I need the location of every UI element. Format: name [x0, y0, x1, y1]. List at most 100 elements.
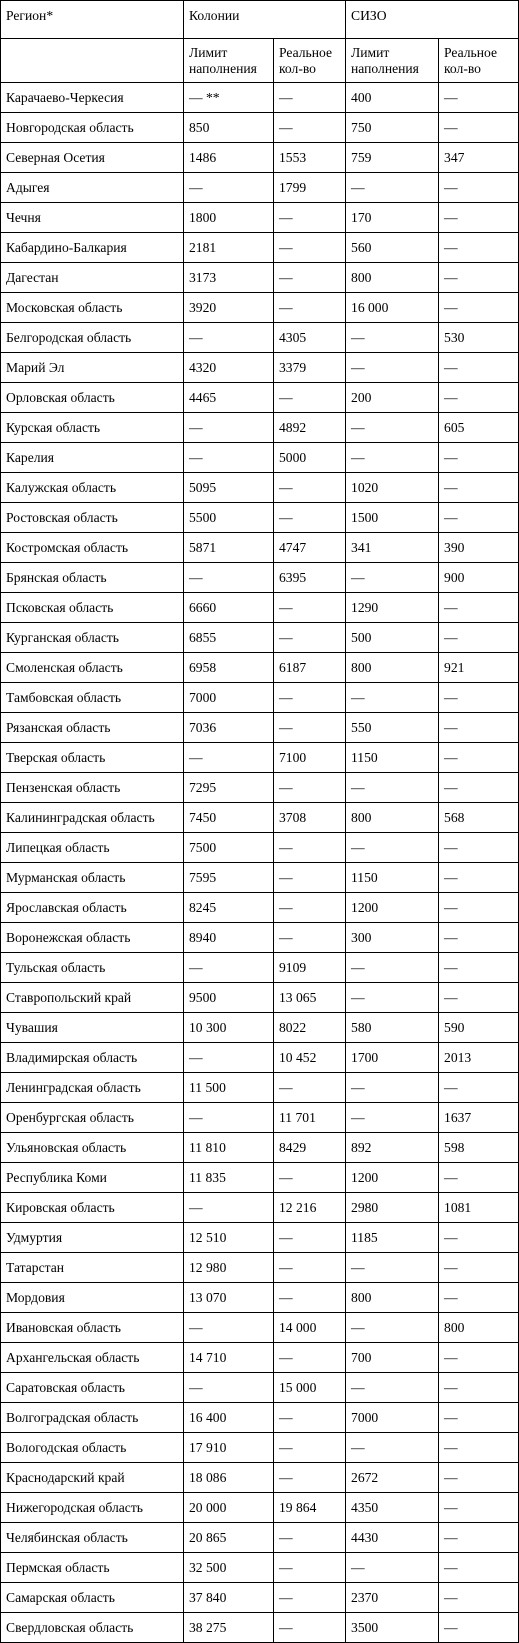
- sizo-limit-cell: —: [345, 1252, 440, 1283]
- sizo-real-cell: —: [438, 682, 519, 713]
- colonies-real-cell: 8022: [272, 1012, 347, 1043]
- table-row: Свердловская область 38 275—3500—: [0, 1612, 519, 1643]
- table-row: Тамбовская область 7000— — —: [0, 682, 519, 713]
- sizo-limit-cell: 3500: [345, 1612, 440, 1643]
- colonies-limit-cell: 2181: [183, 232, 274, 263]
- region-cell: Белгородская область: [0, 322, 184, 353]
- colonies-limit-cell: 6660: [183, 592, 274, 623]
- sizo-real-cell: 1081: [438, 1192, 519, 1223]
- region-cell: Курская область: [0, 412, 184, 443]
- region-cell: Республика Коми: [0, 1162, 184, 1193]
- limit-line-2: наполнения: [351, 60, 419, 76]
- sizo-limit-cell: —: [345, 1432, 440, 1463]
- colonies-real-cell: 11 701: [272, 1102, 347, 1133]
- sizo-limit-cell: 800: [345, 262, 440, 293]
- colonies-real-cell: 3379: [272, 352, 347, 383]
- colonies-limit-cell: —: [183, 1102, 274, 1133]
- sizo-limit-cell: 4430: [345, 1522, 440, 1553]
- colonies-limit-cell: 38 275: [183, 1612, 274, 1643]
- colonies-limit-cell: 5500: [183, 502, 274, 533]
- sizo-limit-cell: 500: [345, 622, 440, 653]
- colonies-real-cell: —: [272, 1552, 347, 1583]
- sizo-limit-cell: —: [345, 982, 440, 1013]
- colonies-limit-cell: —: [183, 952, 274, 983]
- region-cell: Калининградская область: [0, 802, 184, 833]
- sizo-limit-cell: 4350: [345, 1492, 440, 1523]
- sizo-limit-cell: —: [345, 322, 440, 353]
- sizo-real-cell: —: [438, 232, 519, 263]
- table-row: Ивановская область —14 000—800: [0, 1312, 519, 1343]
- sizo-real-cell: 800: [438, 1312, 519, 1343]
- sizo-real-cell: —: [438, 712, 519, 743]
- sizo-real-cell: —: [438, 1222, 519, 1253]
- table-row: Брянская область —6395—900: [0, 562, 519, 593]
- colonies-limit-cell: —: [183, 1192, 274, 1223]
- colonies-limit-cell: 4465: [183, 382, 274, 413]
- sizo-real-cell: —: [438, 1552, 519, 1583]
- colonies-limit-cell: 3173: [183, 262, 274, 293]
- table-row: Краснодарский край 18 086—2672—: [0, 1462, 519, 1493]
- sizo-real-cell: —: [438, 172, 519, 203]
- region-cell: Тамбовская область: [0, 682, 184, 713]
- sizo-limit-cell: —: [345, 952, 440, 983]
- colonies-limit-cell: — **: [183, 82, 274, 113]
- colonies-real-cell: —: [272, 1282, 347, 1313]
- region-cell: Нижегородская область: [0, 1492, 184, 1523]
- colonies-limit-cell: 14 710: [183, 1342, 274, 1373]
- sizo-real-header: Реальное кол-во: [438, 38, 519, 83]
- sizo-limit-cell: 759: [345, 142, 440, 173]
- sizo-limit-cell: 550: [345, 712, 440, 743]
- region-cell: Адыгея: [0, 172, 184, 203]
- colonies-limit-cell: —: [183, 742, 274, 773]
- table-row: Ульяновская область 11 810 8429 892 598: [0, 1132, 519, 1163]
- sizo-limit-cell: 341: [345, 532, 440, 563]
- colonies-real-cell: —: [272, 1342, 347, 1373]
- sizo-real-cell: —: [438, 892, 519, 923]
- sizo-real-cell: —: [438, 502, 519, 533]
- sizo-limit-cell: 580: [345, 1012, 440, 1043]
- table-row: Тульская область —9109— —: [0, 952, 519, 983]
- colonies-real-cell: —: [272, 592, 347, 623]
- sizo-limit-cell: —: [345, 1312, 440, 1343]
- real-line-2: кол-во: [444, 60, 481, 76]
- colonies-limit-cell: 7000: [183, 682, 274, 713]
- colonies-real-cell: —: [272, 622, 347, 653]
- sizo-limit-cell: 2370: [345, 1582, 440, 1613]
- table-row: Пензенская область 7295— — —: [0, 772, 519, 803]
- colonies-limit-cell: 1800: [183, 202, 274, 233]
- sizo-real-cell: —: [438, 922, 519, 953]
- colonies-real-cell: 15 000: [272, 1372, 347, 1403]
- colonies-real-header: Реальное кол-во: [272, 38, 347, 83]
- region-cell: Северная Осетия: [0, 142, 184, 173]
- region-cell: Орловская область: [0, 382, 184, 413]
- sizo-real-cell: —: [438, 442, 519, 473]
- colonies-limit-cell: 8245: [183, 892, 274, 923]
- table-row: Нижегородская область 20 000 19 864 4350—: [0, 1492, 519, 1523]
- table-body: Карачаево-Черкесия — ** —400— Новгородская …: [0, 82, 519, 1643]
- region-cell: Ульяновская область: [0, 1132, 184, 1163]
- colonies-limit-cell: 11 500: [183, 1072, 274, 1103]
- region-cell: Вологодская область: [0, 1432, 184, 1463]
- region-header: Регион*: [0, 0, 184, 39]
- region-cell: Краснодарский край: [0, 1462, 184, 1493]
- colonies-real-cell: 1799: [272, 172, 347, 203]
- sizo-limit-cell: —: [345, 442, 440, 473]
- region-cell: Чечня: [0, 202, 184, 233]
- colonies-real-cell: —: [272, 232, 347, 263]
- sizo-limit-cell: 200: [345, 382, 440, 413]
- sizo-real-cell: —: [438, 112, 519, 143]
- colonies-limit-cell: 7295: [183, 772, 274, 803]
- colonies-real-cell: 4305: [272, 322, 347, 353]
- sizo-limit-cell: 892: [345, 1132, 440, 1163]
- sizo-real-cell: —: [438, 1162, 519, 1193]
- sizo-limit-cell: —: [345, 412, 440, 443]
- sizo-limit-cell: 560: [345, 232, 440, 263]
- sizo-real-cell: —: [438, 1432, 519, 1463]
- sizo-real-cell: —: [438, 202, 519, 233]
- region-cell: Костромская область: [0, 532, 184, 563]
- region-cell: Волгоградская область: [0, 1402, 184, 1433]
- sizo-limit-cell: —: [345, 352, 440, 383]
- sizo-real-cell: —: [438, 1372, 519, 1403]
- region-cell: Псковская область: [0, 592, 184, 623]
